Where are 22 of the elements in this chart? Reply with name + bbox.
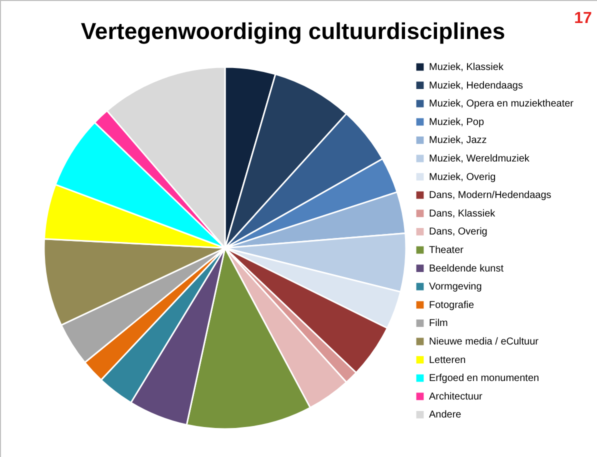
legend-label: Muziek, Wereldmuziek bbox=[429, 154, 530, 164]
legend-label: Dans, Modern/Hedendaags bbox=[429, 190, 552, 202]
legend-label: Muziek, Hedendaags bbox=[429, 80, 523, 92]
legend-label: Architectuur bbox=[429, 391, 484, 402]
legend-label: Beeldende kunst bbox=[429, 263, 504, 274]
legend-label: Erfgoed en monumenten bbox=[429, 373, 540, 384]
text: 17 bbox=[574, 10, 592, 27]
chart-title: Vertegenwoordiging cultuurdisciplines bbox=[80, 18, 506, 44]
legend-label: Nieuwe media / eCultuur bbox=[429, 336, 540, 348]
legend-label: Film bbox=[429, 318, 448, 330]
legend-label: Muziek, Klassiek bbox=[429, 62, 504, 73]
legend-label: Letteren bbox=[429, 354, 466, 366]
legend-label: Muziek, Jazz bbox=[429, 135, 487, 146]
legend-label: Dans, Overig bbox=[429, 226, 488, 238]
legend-label: Muziek, Opera en muziektheater bbox=[429, 98, 574, 110]
legend-label: Theater bbox=[429, 245, 464, 256]
legend-label: Vormgeving bbox=[429, 282, 482, 293]
legend-label: Dans, Klassiek bbox=[429, 208, 496, 220]
legend-label: Muziek, Pop bbox=[429, 116, 484, 128]
legend-label: Andere bbox=[429, 410, 462, 421]
legend-label: Fotografie bbox=[429, 300, 474, 311]
legend-label: Muziek, Overig bbox=[429, 172, 496, 183]
